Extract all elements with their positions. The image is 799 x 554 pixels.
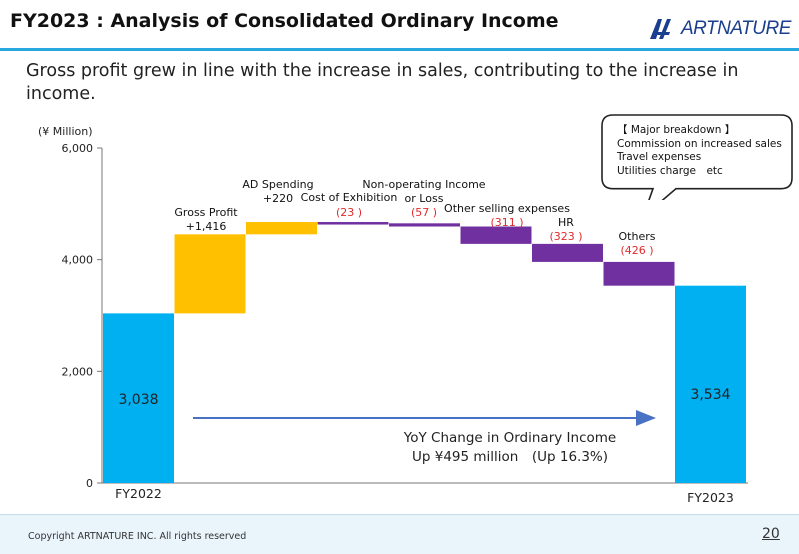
callout-bubble [601,114,793,200]
bar-increase [174,234,246,314]
slide-subtitle: Gross profit grew in line with the incre… [26,61,739,104]
bar-increase [246,222,317,235]
bar-decrease [532,243,603,262]
page-title: FY2023 : Analysis of Consolidated Ordina… [10,10,559,32]
bar-decrease [317,222,389,225]
bar-total [103,313,174,483]
callout-line: Utilities charge etc [617,164,723,177]
step-label: Others [619,230,656,243]
y-tick-label: 2,000 [62,365,94,378]
step-label: HR [558,216,574,229]
step-value-label: (23 ) [336,206,362,219]
company-logo: ARTNATURE [648,18,791,40]
y-tick-label: 0 [86,477,93,490]
yoy-annotation-line: YoY Change in Ordinary Income [403,430,616,446]
step-label: +1,416 [186,220,227,233]
header: FY2023 : Analysis of Consolidated Ordina… [0,0,799,48]
bar-value-label: 3,038 [118,392,158,408]
logo-text: ARTNATURE [681,18,791,39]
step-label: Cost of Exhibition [301,191,398,204]
step-value-label: (57 ) [411,206,437,219]
callout-line: Commission on increased sales [617,137,782,150]
bar-value-label: 3,534 [690,387,730,403]
step-value-label: (426 ) [620,244,653,257]
y-tick-label: 4,000 [62,254,94,267]
footer [0,514,799,554]
step-label: Non-operating Income [362,178,485,191]
category-label: FY2022 [115,486,162,501]
bar-decrease [389,223,460,227]
step-label: or Loss [405,192,444,205]
bar-decrease [603,261,675,286]
yoy-annotation-line: Up ¥495 million (Up 16.3%) [412,449,608,465]
page-number: 20 [762,526,780,542]
step-label: Gross Profit [174,206,238,219]
title-underline [0,48,799,51]
step-value-label: (311 ) [490,216,523,229]
step-label: AD Spending [242,178,313,191]
step-label: +220 [263,192,293,205]
callout-line: Travel expenses [617,151,702,163]
bar-total [675,285,746,483]
y-tick-label: 6,000 [62,142,94,155]
step-value-label: (323 ) [549,230,582,243]
y-unit-label: (¥ Million) [38,125,93,138]
category-label: FY2023 [687,490,734,505]
bar-decrease [460,226,532,244]
callout-text: 【 Major breakdown 】 Commission on increa… [617,124,782,178]
logo-mark-icon [650,19,671,39]
step-label: Other selling expenses [444,202,570,215]
copyright-text: Copyright ARTNATURE INC. All rights rese… [28,531,247,542]
callout-heading: 【 Major breakdown 】 [617,124,736,136]
